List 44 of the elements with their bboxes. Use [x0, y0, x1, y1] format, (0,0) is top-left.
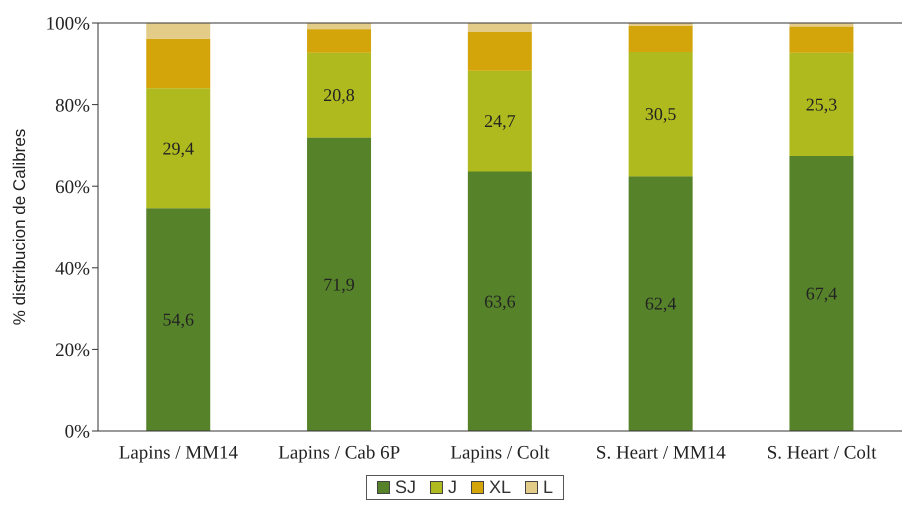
x-tick-label: Lapins / Colt [450, 442, 550, 464]
data-label: 30,5 [644, 104, 676, 124]
data-label: 25,3 [806, 94, 838, 114]
bar [468, 70, 532, 172]
data-label: 63,6 [484, 291, 516, 312]
bar [628, 176, 693, 431]
y-tick-label: 100% [46, 14, 90, 35]
data-label: 67,4 [806, 284, 838, 304]
y-tick-label: 80% [55, 95, 90, 116]
y-tick-label: 20% [55, 340, 90, 362]
y-tick-label: 40% [55, 258, 90, 280]
bar [307, 23, 372, 30]
bar [628, 52, 693, 176]
legend-label: SJ [394, 477, 416, 498]
data-label: 29,4 [162, 138, 194, 158]
data-label: 54,6 [162, 310, 194, 330]
x-tick-label: Lapins / MM14 [118, 442, 239, 464]
bar [789, 156, 854, 431]
bar [146, 38, 210, 88]
legend-label: XL [488, 477, 512, 498]
bar [146, 23, 210, 39]
bar [307, 29, 372, 53]
x-tick-label: S. Heart / Colt [766, 442, 878, 464]
bar [468, 23, 532, 32]
legend-label: L [542, 477, 554, 498]
x-tick-label: Lapins / Cab 6P [278, 442, 400, 464]
y-axis-title: % distribucion de Calibres [10, 128, 30, 326]
data-label: 62,4 [644, 294, 676, 314]
legend-label: J [446, 477, 457, 498]
x-tick-label: S. Heart / MM14 [596, 442, 726, 464]
bar [468, 172, 532, 431]
bar [789, 26, 854, 53]
bar [789, 52, 854, 156]
data-label: 71,9 [323, 274, 355, 294]
data-label: 24,7 [484, 111, 516, 132]
bar [146, 208, 210, 431]
bar [307, 138, 372, 431]
bar [307, 52, 372, 138]
data-label: 20,8 [323, 85, 355, 106]
y-tick-label: 0% [64, 422, 90, 443]
y-tick-label: 60% [55, 176, 90, 198]
bar [468, 32, 532, 71]
bar [628, 26, 693, 52]
bar [146, 88, 210, 208]
